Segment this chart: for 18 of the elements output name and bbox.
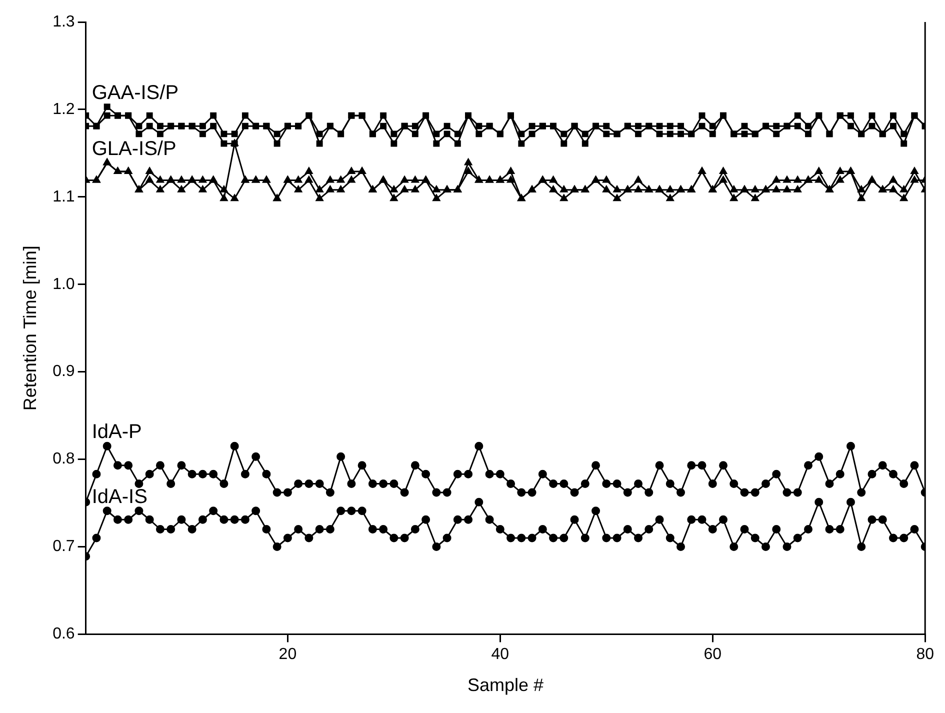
series-label: GAA-IS/P [92, 82, 179, 104]
x-axis-title: Sample # [467, 675, 544, 696]
y-tick-label: 0.8 [52, 450, 75, 468]
y-tick-label: 1.3 [52, 13, 75, 30]
x-tick-label: 20 [278, 646, 297, 664]
series-label: IdA-P [92, 421, 142, 444]
y-tick-label: 0.6 [52, 626, 75, 643]
x-tick-label: 40 [491, 646, 510, 664]
y-tick-label: 1.1 [52, 188, 75, 206]
series-label: GLA-IS/P [92, 138, 176, 160]
y-tick-label: 0.7 [52, 538, 75, 556]
y-axis-title: Retention Time [min] [20, 246, 40, 411]
y-tick-label: 0.9 [52, 363, 75, 380]
y-tick-label: 1.0 [52, 276, 75, 293]
x-tick-label: 60 [704, 646, 722, 664]
y-tick-label: 1.2 [52, 100, 75, 118]
series-label: IdA-IS [92, 486, 148, 508]
x-tick-label: 80 [916, 646, 934, 664]
